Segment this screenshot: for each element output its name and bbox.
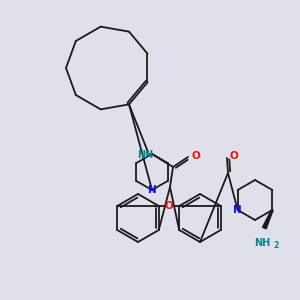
Text: NH: NH (254, 238, 270, 248)
Text: 2: 2 (273, 241, 279, 250)
Polygon shape (262, 210, 273, 229)
Text: N: N (233, 205, 242, 215)
Text: O: O (191, 151, 200, 161)
Text: O: O (229, 151, 238, 161)
Text: NH: NH (137, 150, 153, 160)
Text: N: N (148, 185, 156, 195)
Text: O: O (165, 201, 173, 211)
